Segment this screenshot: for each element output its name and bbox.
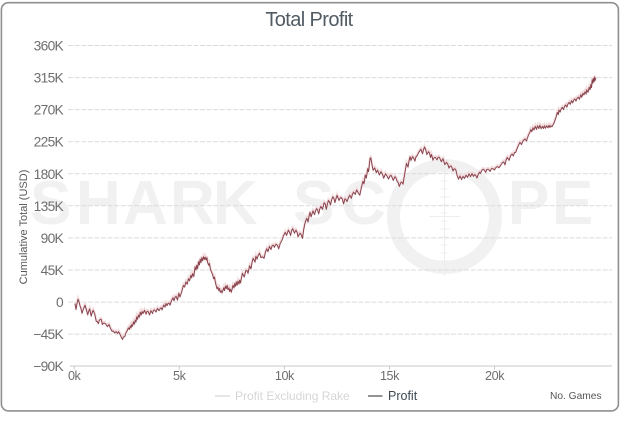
- svg-text:360K: 360K: [34, 39, 65, 54]
- svg-text:Profit Excluding Rake: Profit Excluding Rake: [235, 389, 350, 403]
- svg-text:P: P: [508, 169, 549, 238]
- svg-text:270K: 270K: [34, 103, 65, 118]
- svg-text:No. Games: No. Games: [550, 391, 602, 402]
- svg-text:−45K: −45K: [33, 327, 64, 342]
- svg-text:10k: 10k: [275, 369, 295, 383]
- svg-text:−90K: −90K: [33, 359, 64, 374]
- svg-text:45K: 45K: [41, 263, 65, 278]
- svg-text:135K: 135K: [34, 199, 65, 214]
- svg-text:225K: 225K: [34, 135, 65, 150]
- svg-text:K: K: [213, 169, 258, 238]
- svg-text:Total Profit: Total Profit: [265, 9, 353, 31]
- svg-text:Profit: Profit: [388, 389, 418, 403]
- svg-text:R: R: [170, 169, 215, 238]
- svg-text:90K: 90K: [41, 231, 65, 246]
- svg-text:180K: 180K: [34, 167, 65, 182]
- svg-text:15k: 15k: [380, 369, 400, 383]
- svg-text:H: H: [76, 169, 121, 238]
- svg-text:5k: 5k: [173, 369, 187, 383]
- svg-text:Cumulative Total (USD): Cumulative Total (USD): [18, 170, 30, 285]
- svg-text:A: A: [123, 169, 168, 238]
- svg-text:0: 0: [56, 295, 64, 310]
- svg-text:S: S: [30, 169, 71, 238]
- svg-text:20k: 20k: [485, 369, 505, 383]
- svg-text:0k: 0k: [68, 369, 82, 383]
- svg-text:E: E: [552, 169, 593, 238]
- svg-text:315K: 315K: [34, 71, 65, 86]
